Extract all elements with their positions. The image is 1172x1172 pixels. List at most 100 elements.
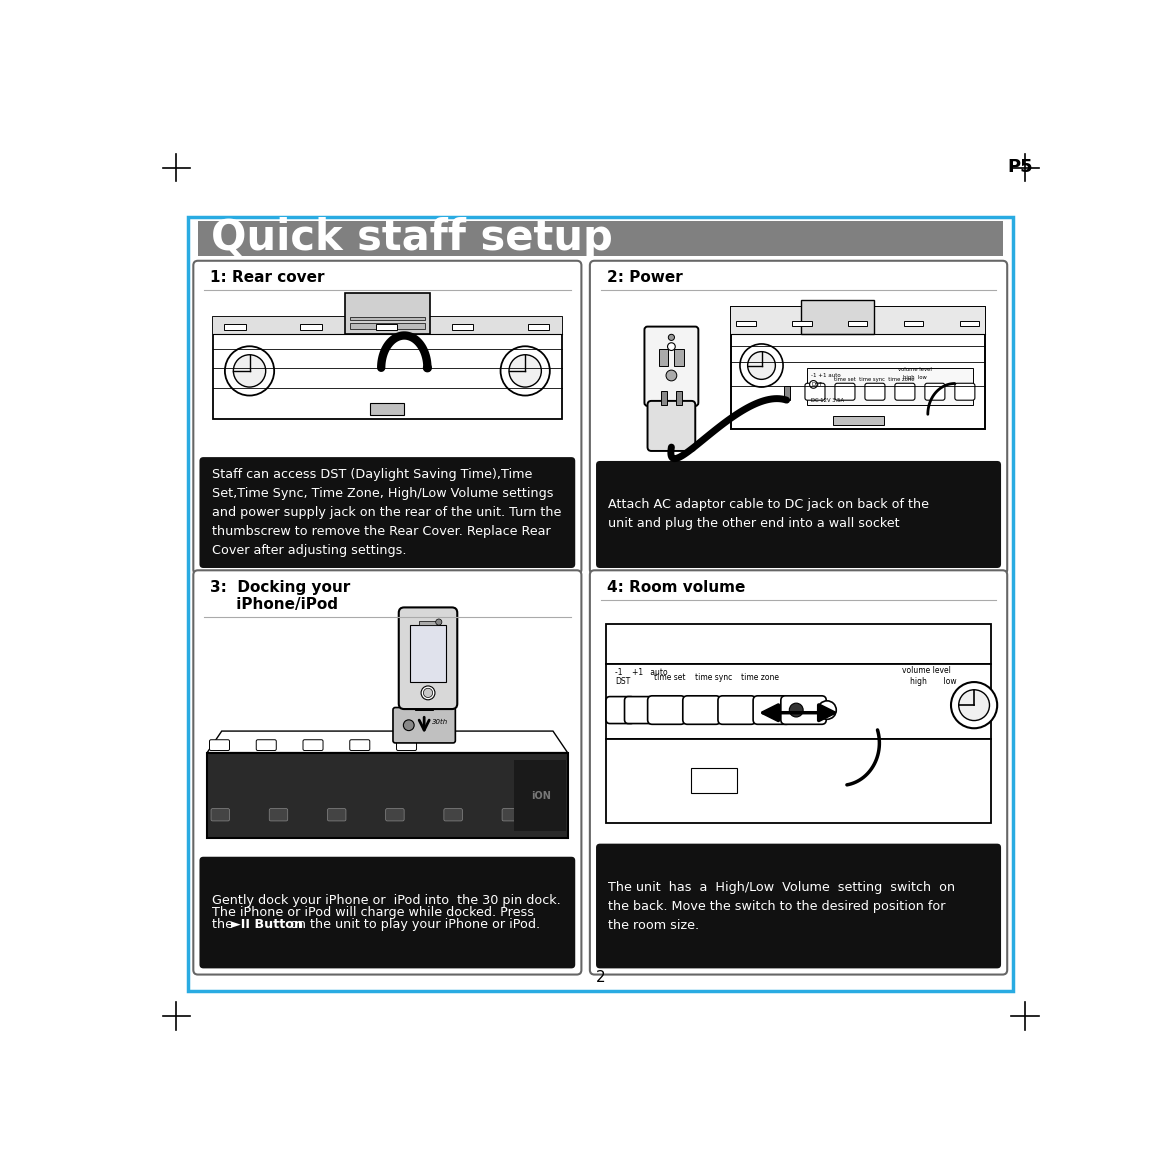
Text: time zone: time zone <box>741 673 778 682</box>
Text: Quick staff setup: Quick staff setup <box>211 218 613 259</box>
Circle shape <box>959 690 989 721</box>
Text: -1 +1 auto: -1 +1 auto <box>811 374 840 379</box>
Text: 2: 2 <box>595 970 606 986</box>
FancyBboxPatch shape <box>193 260 581 574</box>
FancyBboxPatch shape <box>834 383 854 400</box>
Circle shape <box>233 355 266 387</box>
Circle shape <box>810 381 817 388</box>
FancyBboxPatch shape <box>257 740 277 750</box>
Bar <box>198 220 1003 257</box>
Bar <box>513 759 566 831</box>
Circle shape <box>668 334 674 340</box>
Text: ►II Button: ►II Button <box>231 919 304 932</box>
Text: Staff can access DST (Daylight Saving Time),Time
Set,Time Sync, Time Zone, High/: Staff can access DST (Daylight Saving Ti… <box>212 468 561 557</box>
Circle shape <box>423 364 431 372</box>
Text: time set  time sync  time zone: time set time sync time zone <box>834 377 914 382</box>
FancyBboxPatch shape <box>327 809 346 820</box>
Bar <box>731 307 986 334</box>
Circle shape <box>779 393 793 407</box>
Text: 30th: 30th <box>431 720 448 725</box>
Circle shape <box>500 346 550 395</box>
Text: 4: Room volume: 4: Room volume <box>607 580 745 594</box>
Bar <box>606 663 992 740</box>
Circle shape <box>666 370 676 381</box>
Text: P5: P5 <box>1008 157 1034 176</box>
Polygon shape <box>207 731 567 752</box>
Bar <box>676 391 682 404</box>
Circle shape <box>436 619 442 625</box>
FancyBboxPatch shape <box>590 260 1007 574</box>
Bar <box>212 316 563 420</box>
Text: time sync: time sync <box>695 673 731 682</box>
FancyBboxPatch shape <box>805 383 825 400</box>
FancyBboxPatch shape <box>502 809 520 820</box>
Bar <box>731 307 986 429</box>
FancyBboxPatch shape <box>597 844 1001 968</box>
Bar <box>418 621 437 625</box>
Bar <box>659 349 668 367</box>
Text: 2: Power: 2: Power <box>607 271 682 285</box>
Bar <box>960 321 979 327</box>
FancyBboxPatch shape <box>597 461 1001 568</box>
Text: on the unit to play your iPhone or iPod.: on the unit to play your iPhone or iPod. <box>286 919 540 932</box>
FancyBboxPatch shape <box>781 696 826 724</box>
Circle shape <box>748 352 776 380</box>
Text: -1    +1   auto: -1 +1 auto <box>615 668 668 677</box>
FancyBboxPatch shape <box>349 740 370 750</box>
Text: iPhone/iPod: iPhone/iPod <box>210 597 339 612</box>
Bar <box>784 387 790 400</box>
Bar <box>802 300 874 334</box>
Circle shape <box>423 688 432 697</box>
Circle shape <box>421 686 435 700</box>
Bar <box>212 316 563 334</box>
FancyBboxPatch shape <box>925 383 945 400</box>
Circle shape <box>403 720 414 730</box>
FancyBboxPatch shape <box>648 696 686 724</box>
Bar <box>415 703 434 710</box>
FancyBboxPatch shape <box>444 809 463 820</box>
Bar <box>606 740 992 823</box>
Bar <box>833 416 884 425</box>
Circle shape <box>509 355 541 387</box>
Circle shape <box>740 343 783 387</box>
Bar <box>606 624 992 663</box>
FancyBboxPatch shape <box>865 383 885 400</box>
Text: high       low: high low <box>911 677 956 687</box>
Circle shape <box>950 682 997 728</box>
Bar <box>451 325 473 329</box>
Bar <box>904 321 924 327</box>
Text: iON: iON <box>531 791 551 800</box>
Text: The unit  has  a  High/Low  Volume  setting  switch  on
the back. Move the switc: The unit has a High/Low Volume setting s… <box>608 880 955 932</box>
Text: time set: time set <box>654 673 686 682</box>
FancyBboxPatch shape <box>754 696 791 724</box>
Bar <box>736 321 756 327</box>
FancyBboxPatch shape <box>396 740 416 750</box>
Bar <box>690 769 737 793</box>
FancyBboxPatch shape <box>210 740 230 750</box>
FancyBboxPatch shape <box>199 457 575 568</box>
Text: Attach AC adaptor cable to DC jack on back of the
unit and plug the other end in: Attach AC adaptor cable to DC jack on ba… <box>608 498 929 531</box>
Text: DST: DST <box>811 382 822 387</box>
Circle shape <box>818 701 837 720</box>
Text: 3:  Docking your: 3: Docking your <box>210 580 350 594</box>
FancyBboxPatch shape <box>645 327 699 406</box>
FancyBboxPatch shape <box>304 740 323 750</box>
Text: Gently dock your iPhone or  iPod into  the 30 pin dock.: Gently dock your iPhone or iPod into the… <box>212 894 560 907</box>
Bar <box>409 625 447 682</box>
FancyBboxPatch shape <box>193 571 581 975</box>
Bar <box>849 321 867 327</box>
Circle shape <box>668 342 675 350</box>
FancyBboxPatch shape <box>895 383 915 400</box>
FancyBboxPatch shape <box>718 696 756 724</box>
Bar <box>376 325 397 329</box>
Bar <box>349 316 425 320</box>
Text: DC 12V 3.5A: DC 12V 3.5A <box>811 397 844 403</box>
Bar <box>674 349 683 367</box>
Circle shape <box>789 703 803 717</box>
Bar <box>224 325 246 329</box>
Text: the: the <box>212 919 237 932</box>
Bar <box>345 293 430 334</box>
Text: 1: Rear cover: 1: Rear cover <box>210 271 325 285</box>
FancyBboxPatch shape <box>398 607 457 709</box>
Bar <box>300 325 321 329</box>
